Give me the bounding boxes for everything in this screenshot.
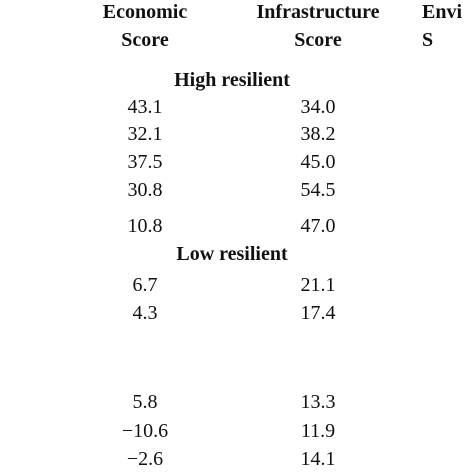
cell: 14.1 [300,448,336,470]
cell: 6.7 [132,274,158,296]
cell: 30.8 [127,179,163,201]
column-header: Score [121,29,169,51]
section-label: Low resilient [176,243,288,265]
cell: 21.1 [300,274,336,296]
cell: 11.9 [300,420,336,442]
column-header: Economic [102,1,188,23]
cell: 54.5 [300,179,336,201]
cell: 32.1 [127,123,163,145]
cell: 38.2 [300,123,336,145]
cell: 34.0 [300,96,336,118]
column-header: Score [294,29,342,51]
section-label: High resilient [174,69,290,91]
column-header: Envi [422,1,463,23]
cell: 47.0 [300,215,336,237]
cell: 43.1 [127,96,163,118]
cell: −10.6 [121,420,169,442]
cell: 5.8 [132,391,158,413]
cell: 45.0 [300,151,336,173]
column-header: S [422,29,434,51]
cell: 17.4 [300,302,336,324]
cell: 10.8 [127,215,163,237]
cell: 13.3 [300,391,336,413]
column-header: Infrastructure [256,1,380,23]
cell: 37.5 [127,151,163,173]
cell: −2.6 [126,448,164,470]
cell: 4.3 [132,302,158,324]
